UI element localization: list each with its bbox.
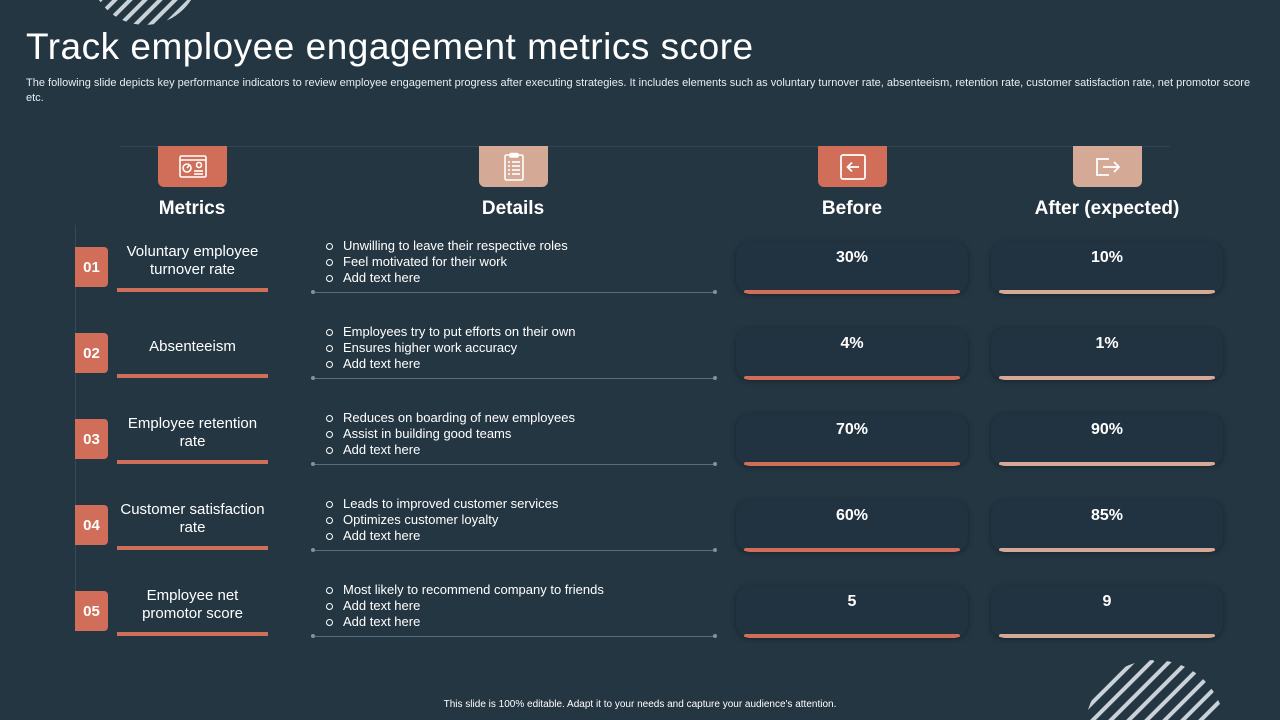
before-card-accent-bar — [744, 462, 960, 466]
before-card-accent-bar — [744, 634, 960, 638]
before-value-card: 30% — [736, 242, 968, 294]
dashboard-icon — [178, 154, 207, 178]
metric-row: 02 Absenteeism Employees try to put effo… — [0, 322, 1280, 408]
details-list: Most likely to recommend company to frie… — [325, 582, 725, 630]
details-header-tab — [479, 146, 548, 187]
detail-item: Employees try to put efforts on their ow… — [325, 324, 725, 340]
before-value: 30% — [835, 249, 869, 266]
after-card-accent-bar — [999, 462, 1215, 466]
after-value-card: 1% — [991, 328, 1223, 380]
before-header-tab — [818, 146, 887, 187]
page-subtitle: The following slide depicts key performa… — [26, 77, 1251, 104]
after-header-tab — [1073, 146, 1142, 187]
after-column-header: After (expected) — [1034, 198, 1180, 219]
detail-item: Leads to improved customer services — [325, 496, 725, 512]
after-value: 1% — [1095, 335, 1119, 352]
checklist-icon — [503, 152, 524, 181]
footer-note: This slide is 100% editable. Adapt it to… — [443, 699, 837, 710]
details-list: Reduces on boarding of new employees Ass… — [325, 410, 725, 458]
after-value-card: 9 — [991, 586, 1223, 638]
details-divider — [311, 290, 717, 294]
after-value-card: 10% — [991, 242, 1223, 294]
after-value-card: 85% — [991, 500, 1223, 552]
metric-underline — [117, 460, 268, 464]
before-value-card: 70% — [736, 414, 968, 466]
detail-item: Add text here — [325, 528, 725, 544]
after-value: 10% — [1090, 249, 1124, 266]
details-divider — [311, 376, 717, 380]
after-card-accent-bar — [999, 376, 1215, 380]
before-value: 5 — [847, 593, 857, 610]
after-value: 85% — [1090, 507, 1124, 524]
metric-row: 03 Employee retention rate Reduces on bo… — [0, 408, 1280, 494]
detail-item: Add text here — [325, 614, 725, 630]
details-divider — [311, 548, 717, 552]
metrics-column-header: Metrics — [158, 198, 226, 219]
before-column-header: Before — [821, 198, 883, 219]
metric-underline — [117, 546, 268, 550]
row-number-badge: 03 — [75, 419, 108, 459]
before-value-card: 60% — [736, 500, 968, 552]
detail-item: Unwilling to leave their respective role… — [325, 238, 725, 254]
details-list: Employees try to put efforts on their ow… — [325, 324, 725, 372]
details-column-header: Details — [481, 198, 545, 219]
detail-item: Add text here — [325, 442, 725, 458]
row-number-badge: 05 — [75, 591, 108, 631]
metric-row: 04 Customer satisfaction rate Leads to i… — [0, 494, 1280, 580]
row-number-badge: 04 — [75, 505, 108, 545]
detail-item: Feel motivated for their work — [325, 254, 725, 270]
details-list: Leads to improved customer services Opti… — [325, 496, 725, 544]
detail-item: Most likely to recommend company to frie… — [325, 582, 725, 598]
metrics-header-tab — [158, 146, 227, 187]
before-value: 70% — [835, 421, 869, 438]
after-value: 90% — [1090, 421, 1124, 438]
metric-label: Employee retention rate — [127, 415, 258, 450]
after-card-accent-bar — [999, 634, 1215, 638]
details-divider — [311, 462, 717, 466]
metric-row: 01 Voluntary employee turnover rate Unwi… — [0, 236, 1280, 322]
detail-item: Reduces on boarding of new employees — [325, 410, 725, 426]
metric-underline — [117, 288, 268, 292]
before-card-accent-bar — [744, 376, 960, 380]
detail-item: Add text here — [325, 598, 725, 614]
details-list: Unwilling to leave their respective role… — [325, 238, 725, 286]
before-value-card: 5 — [736, 586, 968, 638]
details-divider — [311, 634, 717, 638]
before-value: 4% — [840, 335, 864, 352]
detail-item: Assist in building good teams — [325, 426, 725, 442]
exit-arrow-icon — [1095, 157, 1120, 176]
before-card-accent-bar — [744, 548, 960, 552]
detail-item: Add text here — [325, 270, 725, 286]
header-divider — [120, 146, 1170, 147]
detail-item: Ensures higher work accuracy — [325, 340, 725, 356]
before-value: 60% — [835, 507, 869, 524]
metric-underline — [117, 632, 268, 636]
striped-semicircle-decoration — [1085, 660, 1225, 720]
page-title: Track employee engagement metrics score — [26, 26, 754, 67]
metric-label: Absenteeism — [149, 338, 236, 355]
detail-item: Optimizes customer loyalty — [325, 512, 725, 528]
metric-label: Voluntary employee turnover rate — [126, 243, 259, 278]
after-card-accent-bar — [999, 290, 1215, 294]
row-number-badge: 01 — [75, 247, 108, 287]
before-card-accent-bar — [744, 290, 960, 294]
after-card-accent-bar — [999, 548, 1215, 552]
arrow-left-icon — [839, 153, 866, 180]
metric-label: Customer satisfaction rate — [120, 501, 265, 536]
after-value-card: 90% — [991, 414, 1223, 466]
after-value: 9 — [1102, 593, 1112, 610]
metric-row: 05 Employee net promotor score Most like… — [0, 580, 1280, 666]
before-value-card: 4% — [736, 328, 968, 380]
detail-item: Add text here — [325, 356, 725, 372]
row-number-badge: 02 — [75, 333, 108, 373]
striped-semicircle-decoration — [90, 0, 200, 25]
metric-underline — [117, 374, 268, 378]
metric-label: Employee net promotor score — [142, 587, 243, 622]
